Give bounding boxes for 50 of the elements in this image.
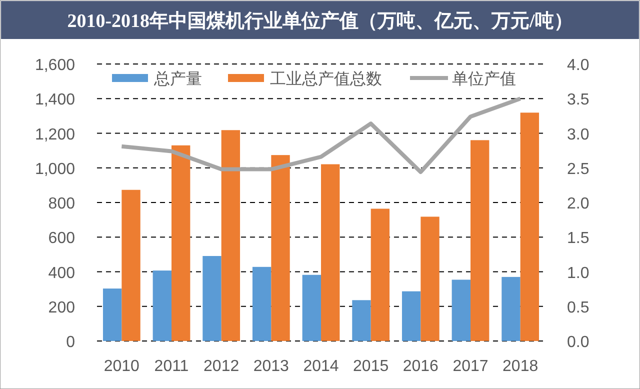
bar — [152, 270, 172, 341]
y-tick-label: 0 — [66, 334, 76, 351]
y2-tick-label: 2.5 — [567, 160, 590, 178]
bar — [520, 112, 540, 341]
bar — [321, 164, 340, 341]
chart-title: 2010-2018年中国煤机行业单位产值（万吨、亿元、万元/吨） — [67, 10, 573, 32]
bar — [470, 140, 490, 341]
x-tick-label: 2015 — [353, 358, 389, 375]
bar — [352, 300, 371, 341]
y-tick-label: 1,600 — [34, 57, 76, 74]
bar — [221, 130, 240, 341]
y2-tick-label: 4.0 — [567, 57, 590, 74]
bar — [172, 145, 190, 341]
y-tick-label: 800 — [48, 196, 76, 212]
y2-tick-label: 3.5 — [567, 92, 590, 109]
bar — [402, 291, 421, 341]
x-tick-label: 2013 — [253, 358, 290, 375]
x-tick-label: 2016 — [402, 358, 439, 375]
legend-label: 工业总产值总数 — [270, 70, 382, 88]
y2-tick-label: 0.5 — [567, 299, 590, 316]
bar — [370, 208, 390, 341]
x-tick-label: 2014 — [303, 358, 339, 375]
bar — [122, 190, 140, 341]
x-tick-label: 2018 — [502, 358, 538, 375]
x-tick-label: 2011 — [154, 358, 189, 375]
legend-label: 单位产值 — [452, 70, 516, 88]
y-tick-label: 400 — [48, 264, 76, 282]
bar — [202, 256, 222, 341]
bar — [452, 280, 470, 341]
x-tick-label: 2012 — [204, 358, 240, 375]
bar — [420, 216, 440, 341]
y-tick-label: 600 — [48, 230, 76, 248]
bar — [302, 274, 321, 341]
y-tick-label: 200 — [48, 299, 76, 316]
y-tick-label: 1,000 — [34, 160, 76, 178]
y2-tick-label: 1.0 — [567, 264, 590, 282]
bar — [271, 155, 290, 341]
y2-tick-label: 3.0 — [567, 126, 590, 144]
bar — [502, 276, 520, 341]
line-series — [120, 96, 522, 174]
y2-tick-label: 2.0 — [567, 196, 590, 212]
x-tick-label: 2017 — [452, 358, 488, 375]
y-tick-label: 1,200 — [34, 126, 76, 144]
legend-label: 总产量 — [153, 70, 202, 88]
bar — [252, 266, 272, 341]
x-tick-label: 2010 — [104, 358, 140, 375]
y2-tick-label: 0.0 — [567, 334, 590, 351]
y2-tick-label: 1.5 — [567, 230, 590, 248]
bar — [102, 288, 122, 341]
y-tick-label: 1,400 — [34, 92, 76, 109]
